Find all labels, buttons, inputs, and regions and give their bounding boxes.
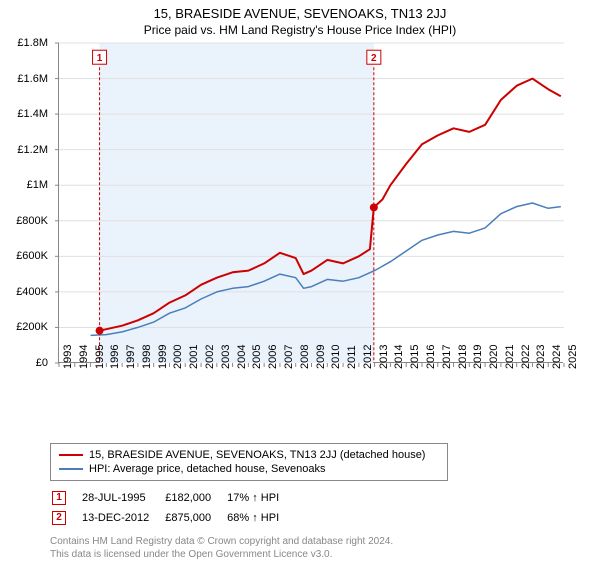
y-axis-label: £800K xyxy=(0,215,48,227)
transaction-row: 2 13-DEC-2012£875,00068% ↑ HPI xyxy=(52,509,293,527)
x-axis-label: 2004 xyxy=(236,345,248,369)
x-axis-label: 2019 xyxy=(472,345,484,369)
x-axis-label: 2006 xyxy=(267,345,279,369)
x-axis-label: 1993 xyxy=(62,345,74,369)
transactions-table: 1 28-JUL-1995£182,00017% ↑ HPI 2 13-DEC-201… xyxy=(50,487,295,529)
x-axis-label: 2014 xyxy=(393,345,405,369)
x-axis-label: 2002 xyxy=(204,345,216,369)
transaction-date: 28-JUL-1995 xyxy=(82,489,163,507)
legend-swatch xyxy=(59,454,83,456)
transaction-delta: 68% ↑ HPI xyxy=(227,509,293,527)
x-axis-label: 2007 xyxy=(283,345,295,369)
x-axis-label: 2020 xyxy=(488,345,500,369)
y-axis-label: £600K xyxy=(0,250,48,262)
x-axis-label: 2009 xyxy=(315,345,327,369)
y-axis-label: £1.6M xyxy=(0,73,48,85)
marker-label-2: 2 xyxy=(367,50,381,64)
y-axis-label: £200K xyxy=(0,321,48,333)
svg-text:2: 2 xyxy=(371,53,377,64)
footer-line-1: Contains HM Land Registry data © Crown c… xyxy=(50,535,600,548)
x-axis-label: 2005 xyxy=(251,345,263,369)
marker-point-1 xyxy=(96,327,104,335)
y-axis-label: £1.4M xyxy=(0,108,48,120)
legend: 15, BRAESIDE AVENUE, SEVENOAKS, TN13 2JJ… xyxy=(50,443,448,481)
transaction-row: 1 28-JUL-1995£182,00017% ↑ HPI xyxy=(52,489,293,507)
footer-line-2: This data is licensed under the Open Gov… xyxy=(50,548,600,561)
x-axis-label: 1999 xyxy=(157,345,169,369)
y-axis-label: £400K xyxy=(0,286,48,298)
x-axis-label: 2001 xyxy=(188,345,200,369)
x-axis-label: 2023 xyxy=(535,345,547,369)
x-axis-label: 1997 xyxy=(125,345,137,369)
x-axis-label: 1996 xyxy=(109,345,121,369)
footer-attribution: Contains HM Land Registry data © Crown c… xyxy=(50,535,600,561)
chart-title: 15, BRAESIDE AVENUE, SEVENOAKS, TN13 2JJ xyxy=(0,6,600,21)
transaction-price: £182,000 xyxy=(165,489,225,507)
transaction-date: 13-DEC-2012 xyxy=(82,509,163,527)
legend-swatch xyxy=(59,468,83,470)
legend-item: 15, BRAESIDE AVENUE, SEVENOAKS, TN13 2JJ… xyxy=(59,448,439,462)
x-axis-label: 2021 xyxy=(504,345,516,369)
x-axis-label: 2017 xyxy=(441,345,453,369)
x-axis-label: 1998 xyxy=(141,345,153,369)
marker-label-1: 1 xyxy=(93,50,107,64)
x-axis-label: 2018 xyxy=(457,345,469,369)
x-axis-label: 2025 xyxy=(567,345,579,369)
legend-label: 15, BRAESIDE AVENUE, SEVENOAKS, TN13 2JJ… xyxy=(89,449,425,461)
y-axis-label: £1M xyxy=(0,179,48,191)
legend-label: HPI: Average price, detached house, Seve… xyxy=(89,463,325,475)
transaction-marker: 2 xyxy=(52,511,66,525)
x-axis-label: 2000 xyxy=(172,345,184,369)
chart-area: £0£200K£400K£600K£800K£1M£1.2M£1.4M£1.6M… xyxy=(10,43,570,403)
y-axis-label: £1.8M xyxy=(0,37,48,49)
y-axis-label: £1.2M xyxy=(0,144,48,156)
plot-region: 12 xyxy=(58,43,563,363)
x-axis-label: 2022 xyxy=(520,345,532,369)
x-axis-label: 2015 xyxy=(409,345,421,369)
marker-point-2 xyxy=(370,203,378,211)
x-axis-label: 1994 xyxy=(78,345,90,369)
chart-subtitle: Price paid vs. HM Land Registry's House … xyxy=(0,23,600,37)
transaction-price: £875,000 xyxy=(165,509,225,527)
x-axis-label: 2024 xyxy=(551,345,563,369)
x-axis-label: 2016 xyxy=(425,345,437,369)
x-axis-label: 2010 xyxy=(330,345,342,369)
x-axis-label: 2013 xyxy=(378,345,390,369)
x-axis-label: 1995 xyxy=(94,345,106,369)
legend-item: HPI: Average price, detached house, Seve… xyxy=(59,462,439,476)
svg-text:1: 1 xyxy=(97,53,103,64)
transaction-marker: 1 xyxy=(52,491,66,505)
x-axis-label: 2012 xyxy=(362,345,374,369)
x-axis-label: 2011 xyxy=(346,345,358,369)
x-axis-label: 2003 xyxy=(220,345,232,369)
transaction-delta: 17% ↑ HPI xyxy=(227,489,293,507)
x-axis-label: 2008 xyxy=(299,345,311,369)
y-axis-label: £0 xyxy=(0,357,48,369)
